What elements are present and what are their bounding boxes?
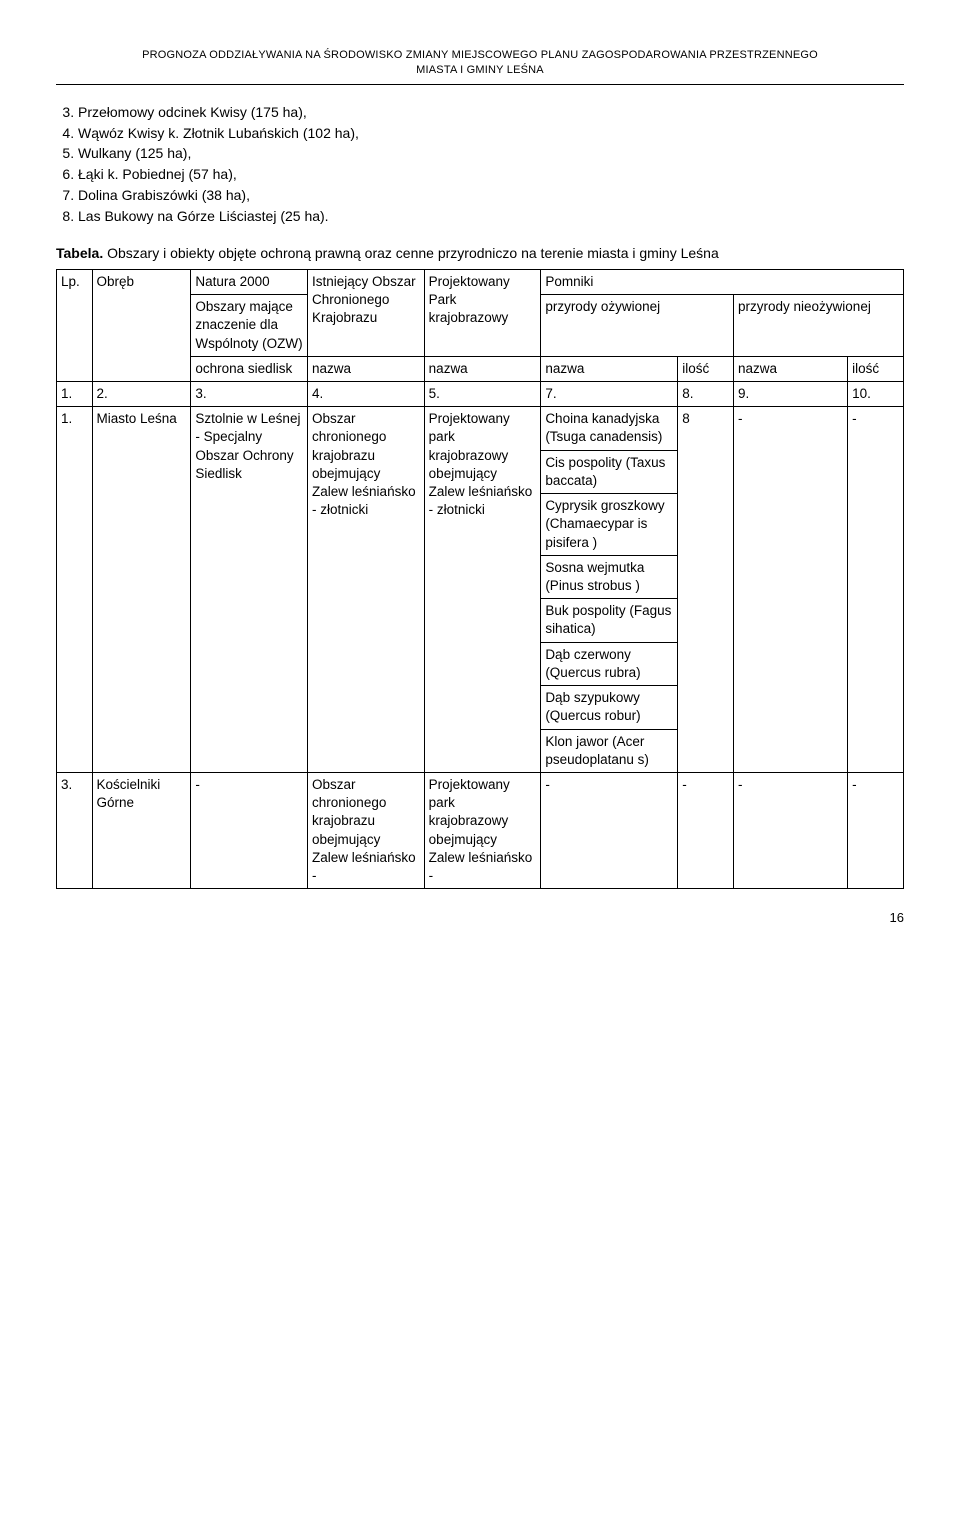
- cell-pomnik-oz: Sosna wejmutka (Pinus strobus ): [541, 555, 678, 598]
- cell-chroniony: Obszar chronionego krajobrazu obejmujący…: [308, 772, 425, 888]
- cell-lp: 1.: [57, 407, 93, 773]
- num-cell: 4.: [308, 382, 425, 407]
- th-pomniki: Pomniki: [541, 269, 904, 294]
- cell-park: Projektowany park krajobrazowy obejmując…: [424, 772, 541, 888]
- th-ilosc-2: ilość: [848, 356, 904, 381]
- cell-ilosc-oz: -: [678, 772, 734, 888]
- num-cell: 9.: [734, 382, 848, 407]
- th-nazwa-1: nazwa: [308, 356, 425, 381]
- num-cell: 5.: [424, 382, 541, 407]
- document-header: PROGNOZA ODDZIAŁYWANIA NA ŚRODOWISKO ZMI…: [56, 48, 904, 85]
- cell-pomnik-oz: Choina kanadyjska (Tsuga canadensis): [541, 407, 678, 450]
- cell-pomnik-oz: Dąb czerwony (Quercus rubra): [541, 642, 678, 685]
- cell-ilosc-nieoz: -: [848, 407, 904, 773]
- cell-ozw: Sztolnie w Leśnej - Specjalny Obszar Och…: [191, 407, 308, 773]
- cell-nazwa-nieoz: -: [734, 772, 848, 888]
- cell-ozw: -: [191, 772, 308, 888]
- table-row: 3. Kościelniki Górne - Obszar chronioneg…: [57, 772, 904, 888]
- cell-park: Projektowany park krajobrazowy obejmując…: [424, 407, 541, 773]
- caption-lead: Tabela.: [56, 245, 103, 261]
- th-obreb: Obręb: [92, 269, 191, 381]
- th-chroniony: Istniejący Obszar Chronionego Krajobrazu: [308, 269, 425, 356]
- main-table: Lp. Obręb Natura 2000 Istniejący Obszar …: [56, 269, 904, 889]
- num-cell: 10.: [848, 382, 904, 407]
- th-natura2000: Natura 2000: [191, 269, 308, 294]
- table-numbering-row: 1. 2. 3. 4. 5. 7. 8. 9. 10.: [57, 382, 904, 407]
- cell-ilosc-nieoz: -: [848, 772, 904, 888]
- list-item: Wąwóz Kwisy k. Złotnik Lubańskich (102 h…: [78, 124, 904, 143]
- th-ilosc-1: ilość: [678, 356, 734, 381]
- header-line-2: MIASTA I GMINY LEŚNA: [56, 63, 904, 78]
- num-cell: 2.: [92, 382, 191, 407]
- list-item: Łąki k. Pobiednej (57 ha),: [78, 165, 904, 184]
- numbered-list: Przełomowy odcinek Kwisy (175 ha), Wąwóz…: [56, 103, 904, 226]
- table-caption: Tabela. Obszary i obiekty objęte ochroną…: [56, 244, 904, 263]
- num-cell: 1.: [57, 382, 93, 407]
- cell-pomnik-oz: Klon jawor (Acer pseudoplatanu s): [541, 729, 678, 772]
- th-przyrody-oz: przyrody ożywionej: [541, 295, 734, 357]
- cell-pomnik-oz: Buk pospolity (Fagus sihatica): [541, 599, 678, 642]
- page-number: 16: [56, 909, 904, 927]
- cell-pomnik-oz: Cis pospolity (Taxus baccata): [541, 450, 678, 493]
- num-cell: 7.: [541, 382, 678, 407]
- cell-obreb: Kościelniki Górne: [92, 772, 191, 888]
- cell-nazwa-nieoz: -: [734, 407, 848, 773]
- cell-pomnik-oz: Cyprysik groszkowy (Chamaecypar is pisif…: [541, 494, 678, 556]
- th-park: Projektowany Park krajobrazowy: [424, 269, 541, 356]
- table-header-row: Lp. Obręb Natura 2000 Istniejący Obszar …: [57, 269, 904, 294]
- th-przyrody-nieoz: przyrody nieożywionej: [734, 295, 904, 357]
- list-item: Wulkany (125 ha),: [78, 144, 904, 163]
- th-ozw: Obszary mające znaczenie dla Wspólnoty (…: [191, 295, 308, 357]
- th-nazwa-2: nazwa: [424, 356, 541, 381]
- cell-obreb: Miasto Leśna: [92, 407, 191, 773]
- header-line-1: PROGNOZA ODDZIAŁYWANIA NA ŚRODOWISKO ZMI…: [56, 48, 904, 63]
- num-cell: 8.: [678, 382, 734, 407]
- th-nazwa-3: nazwa: [541, 356, 678, 381]
- table-row: 1. Miasto Leśna Sztolnie w Leśnej - Spec…: [57, 407, 904, 450]
- cell-lp: 3.: [57, 772, 93, 888]
- list-item: Przełomowy odcinek Kwisy (175 ha),: [78, 103, 904, 122]
- cell-pomnik-oz: -: [541, 772, 678, 888]
- th-lp: Lp.: [57, 269, 93, 381]
- cell-pomnik-oz: Dąb szypukowy (Quercus robur): [541, 686, 678, 729]
- cell-ilosc-oz: 8: [678, 407, 734, 773]
- list-item: Las Bukowy na Górze Liściastej (25 ha).: [78, 207, 904, 226]
- num-cell: 3.: [191, 382, 308, 407]
- caption-text: Obszary i obiekty objęte ochroną prawną …: [103, 245, 719, 261]
- list-item: Dolina Grabiszówki (38 ha),: [78, 186, 904, 205]
- th-ochrona-siedlisk: ochrona siedlisk: [191, 356, 308, 381]
- th-nazwa-4: nazwa: [734, 356, 848, 381]
- cell-chroniony: Obszar chronionego krajobrazu obejmujący…: [308, 407, 425, 773]
